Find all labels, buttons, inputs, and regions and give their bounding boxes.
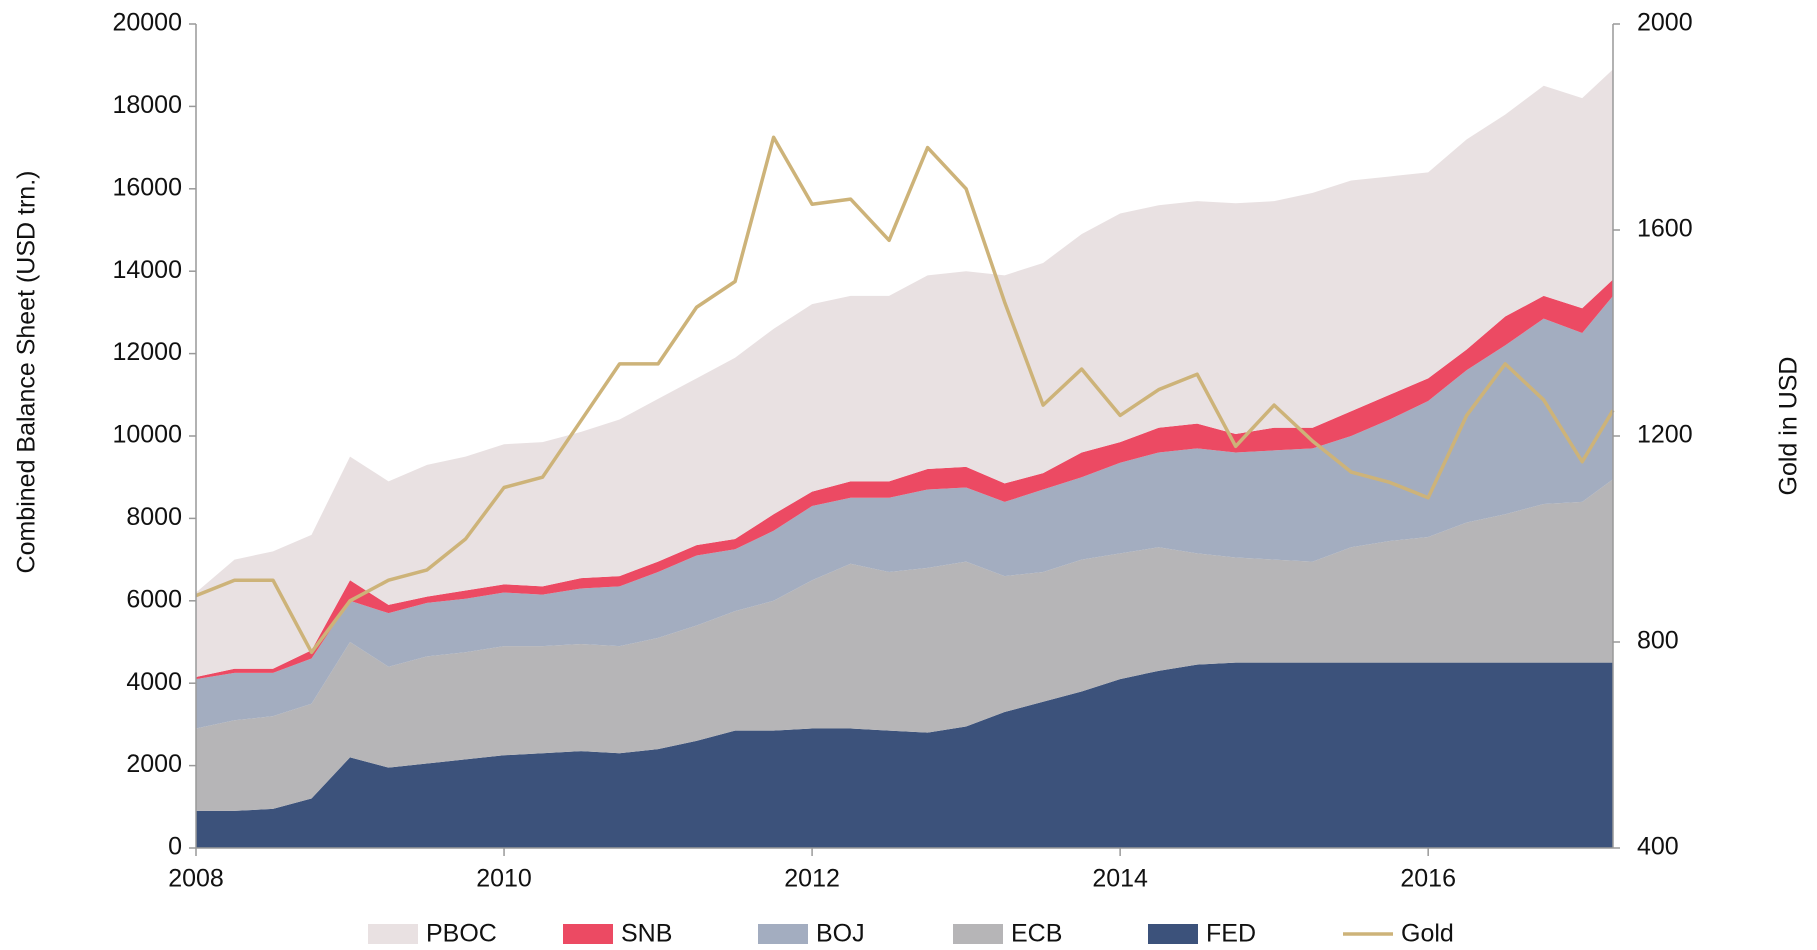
y-axis-title: Combined Balance Sheet (USD trn.) (13, 171, 41, 574)
y2-tick-label: 2000 (1637, 9, 1693, 37)
y2-tick-label: 1600 (1637, 215, 1693, 243)
y-tick-label: 20000 (112, 9, 182, 37)
legend-swatch (758, 924, 808, 944)
x-tick-label: 2012 (784, 865, 840, 893)
legend-swatch (563, 924, 613, 944)
y-tick-label: 0 (168, 833, 182, 861)
y2-axis-title: Gold in USD (1775, 357, 1803, 496)
legend-label: ECB (1011, 920, 1062, 948)
legend-label: PBOC (426, 920, 497, 948)
y2-tick-label: 800 (1637, 627, 1679, 655)
y2-tick-label: 400 (1637, 833, 1679, 861)
legend-swatch (1148, 924, 1198, 944)
y-tick-label: 14000 (112, 256, 182, 284)
area-boj (196, 295, 1613, 729)
legend-label: Gold (1401, 920, 1454, 948)
x-tick-label: 2016 (1400, 865, 1456, 893)
y-tick-label: 18000 (112, 91, 182, 119)
x-tick-label: 2014 (1092, 865, 1148, 893)
y-tick-label: 8000 (126, 503, 182, 531)
y-tick-label: 4000 (126, 668, 182, 696)
legend-swatch (368, 924, 418, 944)
x-tick-label: 2008 (168, 865, 224, 893)
legend-swatch (953, 924, 1003, 944)
area-fed (196, 662, 1613, 848)
y2-tick-label: 1200 (1637, 421, 1693, 449)
area-snb (196, 279, 1613, 680)
y-tick-label: 6000 (126, 585, 182, 613)
legend-label: BOJ (816, 920, 865, 948)
area-ecb (196, 479, 1613, 811)
y-tick-label: 12000 (112, 338, 182, 366)
legend-label: FED (1206, 920, 1256, 948)
x-tick-label: 2010 (476, 865, 532, 893)
line-gold (195, 135, 1615, 655)
y-tick-label: 10000 (112, 421, 182, 449)
y-tick-label: 2000 (126, 750, 182, 778)
legend-label: SNB (621, 920, 672, 948)
y-tick-label: 16000 (112, 173, 182, 201)
area-pboc (196, 69, 1613, 678)
